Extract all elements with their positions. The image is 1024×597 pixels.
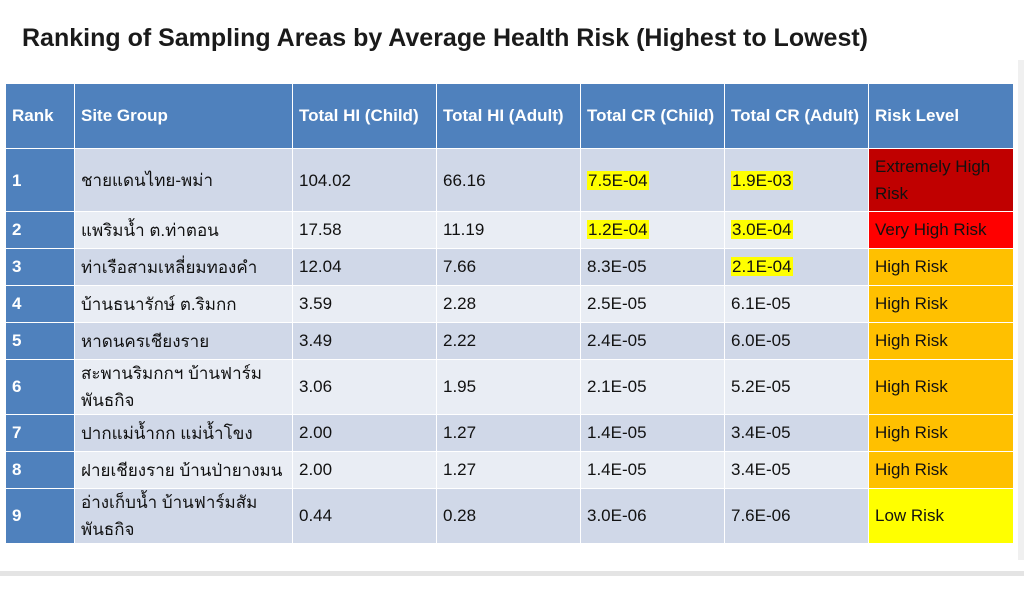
- table-row: 4 บ้านธนารักษ์ ต.ริมกก 3.59 2.28 2.5E-05…: [5, 285, 1014, 323]
- total-hi-child-cell: 0.44: [292, 488, 437, 544]
- column-header-site-group: Site Group: [74, 83, 293, 149]
- table-row: 1 ชายแดนไทย-พม่า 104.02 66.16 7.5E-04 1.…: [5, 148, 1014, 212]
- column-header-rank: Rank: [5, 83, 75, 149]
- table-row: 6 สะพานริมกกฯ บ้านฟาร์มพันธกิจ 3.06 1.95…: [5, 359, 1014, 415]
- highlighted-value: 7.5E-04: [587, 170, 649, 190]
- total-cr-adult-cell: 3.4E-05: [724, 451, 869, 489]
- column-header-total-hi-adult: Total HI (Adult): [436, 83, 581, 149]
- site-group-cell: อ่างเก็บน้ำ บ้านฟาร์มสัมพันธกิจ: [74, 488, 293, 544]
- total-cr-child-cell: 8.3E-05: [580, 248, 725, 286]
- total-hi-adult-cell: 1.27: [436, 414, 581, 452]
- total-cr-child-cell: 3.0E-06: [580, 488, 725, 544]
- table-row: 9 อ่างเก็บน้ำ บ้านฟาร์มสัมพันธกิจ 0.44 0…: [5, 488, 1014, 544]
- table-header-row: Rank Site Group Total HI (Child) Total H…: [5, 83, 1014, 149]
- risk-level-cell: High Risk: [868, 285, 1014, 323]
- rank-cell: 7: [5, 414, 75, 452]
- risk-level-cell: High Risk: [868, 414, 1014, 452]
- table-row: 2 แพริมน้ำ ต.ท่าตอน 17.58 11.19 1.2E-04 …: [5, 211, 1014, 249]
- site-group-cell: บ้านธนารักษ์ ต.ริมกก: [74, 285, 293, 323]
- table-row: 8 ฝายเชียงราย บ้านป่ายางมน 2.00 1.27 1.4…: [5, 451, 1014, 489]
- total-cr-adult-cell: 2.1E-04: [724, 248, 869, 286]
- total-cr-child-cell: 2.1E-05: [580, 359, 725, 415]
- total-cr-adult-cell: 6.1E-05: [724, 285, 869, 323]
- total-hi-adult-cell: 2.22: [436, 322, 581, 360]
- total-hi-child-cell: 12.04: [292, 248, 437, 286]
- total-hi-adult-cell: 2.28: [436, 285, 581, 323]
- table-row: 7 ปากแม่น้ำกก แม่น้ำโขง 2.00 1.27 1.4E-0…: [5, 414, 1014, 452]
- rank-cell: 8: [5, 451, 75, 489]
- risk-level-cell: Low Risk: [868, 488, 1014, 544]
- risk-level-cell: High Risk: [868, 359, 1014, 415]
- page-title: Ranking of Sampling Areas by Average Hea…: [22, 24, 868, 52]
- total-hi-child-cell: 17.58: [292, 211, 437, 249]
- total-cr-adult-cell: 5.2E-05: [724, 359, 869, 415]
- total-cr-child-cell: 2.5E-05: [580, 285, 725, 323]
- total-cr-adult-cell: 7.6E-06: [724, 488, 869, 544]
- column-header-total-cr-adult: Total CR (Adult): [724, 83, 869, 149]
- site-group-cell: ท่าเรือสามเหลี่ยมทองคำ: [74, 248, 293, 286]
- highlighted-value: 3.0E-04: [731, 220, 793, 239]
- total-hi-child-cell: 2.00: [292, 414, 437, 452]
- risk-level-cell: High Risk: [868, 451, 1014, 489]
- rank-cell: 2: [5, 211, 75, 249]
- total-cr-child-cell: 2.4E-05: [580, 322, 725, 360]
- highlighted-value: 1.9E-03: [731, 170, 793, 190]
- total-hi-child-cell: 3.06: [292, 359, 437, 415]
- column-header-total-cr-child: Total CR (Child): [580, 83, 725, 149]
- total-hi-child-cell: 3.49: [292, 322, 437, 360]
- site-group-cell: หาดนครเชียงราย: [74, 322, 293, 360]
- highlighted-value: 1.2E-04: [587, 220, 649, 239]
- rank-cell: 1: [5, 148, 75, 212]
- risk-level-cell: Very High Risk: [868, 211, 1014, 249]
- rank-cell: 6: [5, 359, 75, 415]
- site-group-cell: ชายแดนไทย-พม่า: [74, 148, 293, 212]
- rank-cell: 9: [5, 488, 75, 544]
- total-cr-child-cell: 1.4E-05: [580, 414, 725, 452]
- total-hi-adult-cell: 7.66: [436, 248, 581, 286]
- total-cr-adult-cell: 6.0E-05: [724, 322, 869, 360]
- rank-cell: 5: [5, 322, 75, 360]
- total-cr-child-cell: 1.4E-05: [580, 451, 725, 489]
- total-hi-child-cell: 2.00: [292, 451, 437, 489]
- risk-ranking-table: Rank Site Group Total HI (Child) Total H…: [5, 83, 1014, 544]
- total-hi-child-cell: 104.02: [292, 148, 437, 212]
- total-hi-child-cell: 3.59: [292, 285, 437, 323]
- table-row: 5 หาดนครเชียงราย 3.49 2.22 2.4E-05 6.0E-…: [5, 322, 1014, 360]
- risk-level-cell: High Risk: [868, 248, 1014, 286]
- total-cr-adult-cell: 3.0E-04: [724, 211, 869, 249]
- bottom-divider: [0, 571, 1024, 576]
- rank-cell: 3: [5, 248, 75, 286]
- right-edge-shadow: [1018, 60, 1024, 560]
- column-header-total-hi-child: Total HI (Child): [292, 83, 437, 149]
- risk-level-cell: Extremely High Risk: [868, 148, 1014, 212]
- total-cr-child-cell: 7.5E-04: [580, 148, 725, 212]
- total-hi-adult-cell: 66.16: [436, 148, 581, 212]
- site-group-cell: ฝายเชียงราย บ้านป่ายางมน: [74, 451, 293, 489]
- highlighted-value: 2.1E-04: [731, 257, 793, 276]
- total-cr-adult-cell: 1.9E-03: [724, 148, 869, 212]
- site-group-cell: ปากแม่น้ำกก แม่น้ำโขง: [74, 414, 293, 452]
- column-header-risk-level: Risk Level: [868, 83, 1014, 149]
- total-hi-adult-cell: 1.27: [436, 451, 581, 489]
- total-cr-adult-cell: 3.4E-05: [724, 414, 869, 452]
- total-hi-adult-cell: 11.19: [436, 211, 581, 249]
- risk-level-cell: High Risk: [868, 322, 1014, 360]
- table-row: 3 ท่าเรือสามเหลี่ยมทองคำ 12.04 7.66 8.3E…: [5, 248, 1014, 286]
- rank-cell: 4: [5, 285, 75, 323]
- site-group-cell: สะพานริมกกฯ บ้านฟาร์มพันธกิจ: [74, 359, 293, 415]
- site-group-cell: แพริมน้ำ ต.ท่าตอน: [74, 211, 293, 249]
- total-cr-child-cell: 1.2E-04: [580, 211, 725, 249]
- total-hi-adult-cell: 1.95: [436, 359, 581, 415]
- total-hi-adult-cell: 0.28: [436, 488, 581, 544]
